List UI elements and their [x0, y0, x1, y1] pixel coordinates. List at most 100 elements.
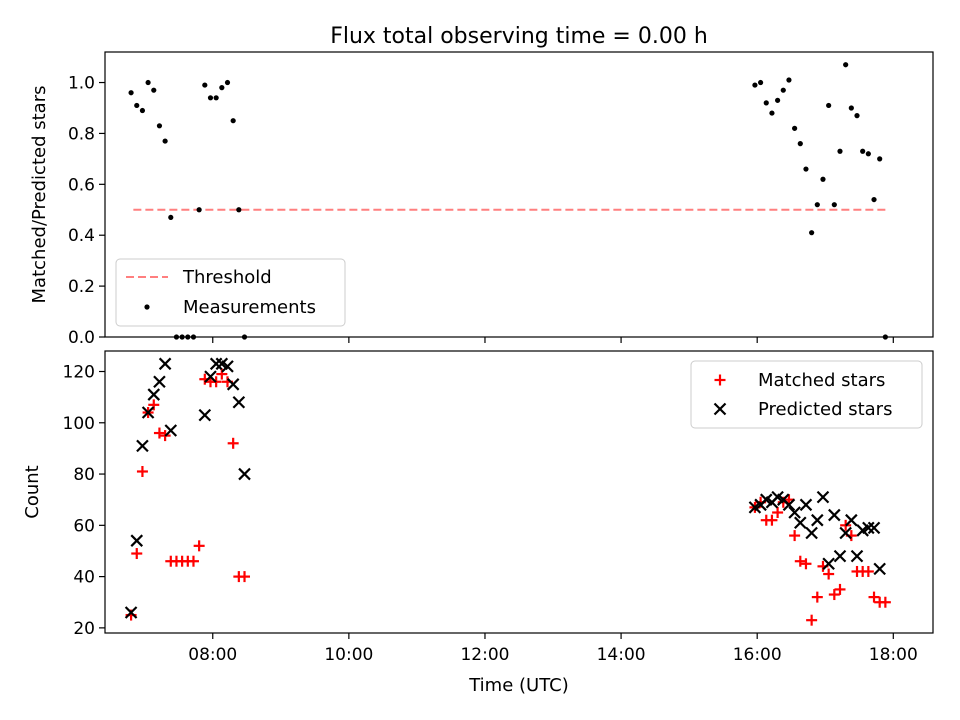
measurement-point: [837, 148, 843, 154]
x-tick-label: 10:00: [324, 645, 373, 665]
matched-star-point: [811, 591, 823, 603]
matched-star-point: [789, 530, 801, 542]
measurement-point: [780, 87, 786, 93]
matched-star-point: [806, 614, 818, 626]
measurement-point: [196, 207, 202, 213]
bottom-y-ticks: 20 40 60 80 100 120: [63, 363, 105, 639]
bottom-legend-box: [690, 360, 923, 429]
measurement-point: [202, 82, 208, 88]
measurement-point: [814, 202, 820, 208]
matched-star-point: [148, 399, 160, 411]
predicted-star-point: [158, 357, 172, 371]
x-tick-label: 18:00: [869, 645, 918, 665]
matched-star-point: [823, 568, 835, 580]
measurement-point: [786, 77, 792, 83]
predicted-star-point: [867, 521, 881, 535]
predicted-star-point: [221, 360, 234, 373]
predicted-star-point: [788, 506, 801, 519]
predicted-star-point: [816, 490, 830, 504]
predicted-star-point: [862, 521, 875, 535]
measurement-point: [207, 95, 214, 101]
measurement-point: [826, 102, 832, 109]
top-axes-frame: [104, 51, 934, 338]
measurement-point: [860, 148, 866, 154]
measurement-point: [803, 166, 809, 172]
top-y-axis-label: Matched/Predicted stars: [29, 86, 50, 304]
measurement-point: [871, 196, 877, 203]
predicted-star-point: [164, 424, 178, 437]
predicted-star-point: [805, 526, 818, 540]
x-tick-label: 14:00: [597, 645, 646, 665]
measurement-point: [139, 107, 146, 114]
predicted-star-point: [136, 439, 149, 453]
measurement-point: [156, 123, 163, 129]
top-legend-box: [115, 258, 346, 327]
predicted-star-point: [811, 513, 824, 527]
matched-star-point: [800, 558, 812, 570]
matched-star-point: [216, 368, 228, 380]
measurement-point: [213, 95, 219, 101]
bottom-plot-area: [124, 357, 891, 626]
bottom-y-tick-label: 60: [73, 516, 95, 536]
matched-star-point: [131, 548, 143, 560]
predicted-star-point: [839, 526, 852, 540]
x-tick-label: 16:00: [733, 645, 782, 665]
matched-star-point: [879, 596, 891, 608]
top-y-tick-label: 0.0: [68, 328, 95, 348]
top-y-tick-label: 1.0: [68, 74, 95, 94]
top-y-tick-label: 0.6: [68, 175, 95, 195]
predicted-star-point: [828, 508, 841, 522]
measurement-point: [877, 156, 883, 162]
bottom-legend: Matched stars Predicted stars: [690, 360, 923, 429]
matched-star-point: [136, 465, 148, 477]
measurement-point: [809, 230, 815, 236]
measurement-point: [831, 202, 837, 208]
legend-predicted-label: Predicted stars: [758, 399, 892, 420]
measurement-point: [865, 151, 871, 157]
measurement-point: [820, 176, 826, 182]
measurement-point: [843, 62, 849, 68]
measurement-point: [224, 79, 231, 86]
measurement-point: [848, 105, 854, 111]
top-y-ticks: 0.0 0.2 0.4 0.6 0.8 1.0: [68, 74, 105, 348]
predicted-star-point: [873, 562, 886, 576]
matched-star-point: [227, 437, 239, 449]
predicted-star-point: [153, 375, 166, 389]
measurement-point: [128, 90, 134, 96]
top-y-tick-label: 0.4: [68, 226, 95, 246]
predicted-star-point: [209, 357, 223, 371]
matched-star-point: [187, 555, 199, 567]
predicted-star-point: [845, 513, 858, 527]
x-axis-label: Time (UTC): [468, 675, 569, 696]
legend-threshold-label: Threshold: [182, 267, 272, 288]
measurement-point: [162, 138, 168, 144]
x-tick-label: 12:00: [460, 645, 509, 665]
top-y-tick-label: 0.8: [68, 124, 95, 144]
predicted-star-point: [238, 467, 251, 481]
matched-star-point: [828, 589, 840, 601]
bottom-y-tick-label: 120: [63, 363, 95, 383]
predicted-star-point: [850, 549, 864, 563]
matched-star-point: [862, 565, 874, 577]
measurement-point: [236, 207, 242, 213]
bottom-y-tick-label: 40: [73, 568, 95, 588]
bottom-y-tick-label: 80: [73, 465, 95, 485]
legend-matched-label: Matched stars: [758, 370, 885, 391]
measurement-point: [757, 79, 764, 86]
matched-star-point: [239, 571, 251, 583]
predicted-star-point: [130, 534, 144, 547]
measurement-point: [145, 79, 151, 86]
predicted-star-point: [232, 395, 246, 409]
predicted-star-point: [124, 606, 138, 619]
bottom-y-axis-label: Count: [22, 465, 43, 518]
matched-star-point: [766, 514, 778, 526]
predicted-star-point: [799, 498, 813, 512]
predicted-star-point: [204, 370, 217, 383]
legend-measurements-label: Measurements: [183, 297, 316, 318]
chart-title: Flux total observing time = 0.00 h: [330, 24, 708, 49]
matched-star-point: [868, 591, 880, 603]
measurement-point: [134, 102, 140, 109]
bottom-panel: 20 40 60 80 100 120 08:00 10:00 12:00 14:00 16:00…: [22, 350, 934, 696]
measurement-point: [168, 214, 174, 221]
